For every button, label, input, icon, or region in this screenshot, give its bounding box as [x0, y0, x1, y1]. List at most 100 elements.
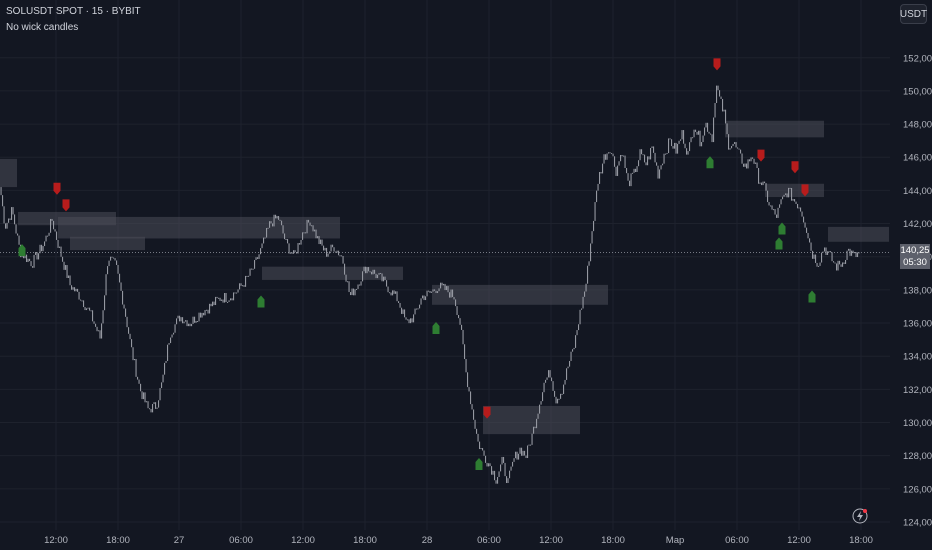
time-axis[interactable]: 12:00 18:00 27 06:00 12:00 18:00 28 06:00 12:00 1… — [44, 535, 873, 546]
candle — [239, 283, 241, 290]
candle — [723, 109, 725, 112]
order-block-zone — [0, 158, 17, 188]
candle — [686, 148, 688, 155]
last-price-value: 140,25 — [900, 245, 930, 256]
symbol-title[interactable]: SOLUSDT SPOT · 15 · BYBIT — [6, 6, 141, 17]
candle — [225, 293, 227, 303]
candle — [687, 151, 689, 155]
candle — [446, 286, 448, 291]
candle — [411, 318, 413, 323]
candle — [668, 138, 670, 154]
candle — [102, 310, 104, 324]
candle — [483, 450, 485, 456]
candle — [104, 295, 106, 311]
candle — [480, 448, 482, 450]
candle — [146, 401, 148, 403]
candle — [230, 298, 232, 301]
candle — [756, 162, 758, 169]
candle — [72, 287, 74, 290]
candle — [75, 288, 77, 292]
candle — [548, 370, 550, 378]
candle — [846, 250, 848, 260]
candle — [536, 418, 538, 429]
candle — [74, 287, 76, 292]
candle — [824, 247, 826, 252]
candle — [357, 284, 359, 289]
candle — [732, 143, 734, 147]
candle — [813, 254, 815, 259]
candle — [560, 393, 562, 399]
candle — [639, 149, 641, 161]
candle — [527, 445, 529, 459]
candle — [312, 225, 314, 232]
order-block-zone — [432, 284, 608, 305]
candle — [236, 292, 238, 294]
candle — [309, 222, 311, 226]
candle — [354, 289, 356, 296]
candle — [86, 308, 88, 311]
candle — [279, 219, 281, 221]
candle — [555, 396, 557, 404]
candle — [0, 187, 2, 196]
candle — [812, 250, 814, 259]
candle — [752, 157, 754, 159]
candle — [414, 308, 416, 315]
sell-signal-down-arrow-icon — [53, 182, 61, 195]
candle — [123, 304, 125, 309]
candle — [806, 227, 808, 233]
candle — [308, 219, 310, 223]
buy-signal-up-arrow-icon — [18, 244, 26, 257]
candle — [395, 291, 397, 294]
candle — [203, 312, 205, 316]
candle — [689, 142, 691, 152]
candle — [584, 291, 586, 297]
candle — [311, 225, 313, 227]
candle — [167, 344, 169, 361]
order-block-zones — [0, 120, 889, 435]
candle — [821, 252, 823, 263]
candle — [710, 133, 712, 135]
candle — [441, 282, 443, 286]
candle — [432, 289, 434, 292]
candle — [359, 284, 361, 286]
candle — [347, 281, 349, 283]
candle — [789, 187, 791, 189]
sell-signal-down-arrow-icon — [757, 149, 765, 162]
candle — [836, 263, 838, 271]
candle — [558, 398, 560, 400]
candle — [582, 296, 584, 309]
candle — [219, 297, 221, 301]
candle — [183, 321, 185, 324]
candle — [683, 130, 685, 144]
candle — [261, 243, 263, 249]
currency-button[interactable]: USDT — [900, 4, 927, 24]
candle — [168, 343, 170, 345]
candle — [609, 152, 611, 154]
candle — [642, 154, 644, 156]
candle — [369, 271, 371, 273]
candle — [65, 265, 67, 270]
candle — [422, 295, 424, 299]
candle — [839, 260, 841, 265]
candle — [24, 254, 26, 259]
candle — [690, 137, 692, 143]
buy-signal-up-arrow-icon — [778, 222, 786, 235]
candle — [681, 130, 683, 140]
candle — [170, 337, 172, 344]
grid — [0, 0, 890, 530]
x-tick-label: Мар — [666, 535, 685, 546]
candle — [470, 391, 472, 405]
candle — [425, 296, 427, 301]
candle — [368, 267, 370, 272]
candle — [800, 207, 802, 212]
buy-signal-up-arrow-icon — [475, 457, 483, 470]
order-block-zone — [828, 226, 889, 242]
price-axis[interactable]: 124,00 126,00 128,00 130,00 132,00 134,00 136,… — [903, 53, 932, 528]
candle — [36, 252, 38, 260]
candle — [641, 149, 643, 155]
candle — [786, 193, 788, 198]
lightning-icon[interactable] — [852, 508, 868, 524]
indicator-label[interactable]: No wick candles — [6, 22, 79, 33]
candle — [287, 239, 289, 244]
